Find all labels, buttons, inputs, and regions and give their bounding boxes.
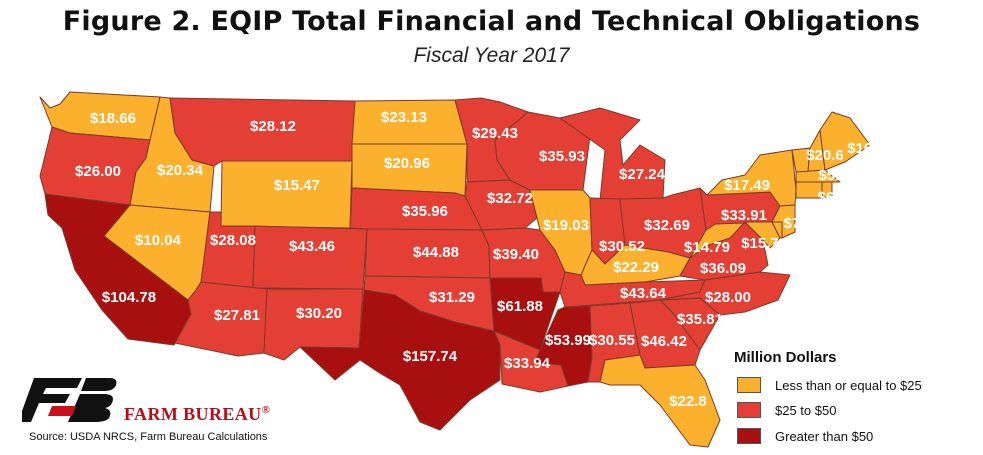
farm-bureau-fb-logo-icon xyxy=(22,378,117,422)
state-value-MN: $29.43 xyxy=(472,125,518,142)
state-FL xyxy=(599,354,721,448)
state-MA xyxy=(795,169,841,183)
legend-item-low: Less than or equal to $25 xyxy=(737,376,922,394)
legend-item-mid: $25 to $50 xyxy=(737,401,836,419)
state-value-NJ: $7. xyxy=(784,215,805,232)
legend-swatch-mid xyxy=(737,402,761,418)
legend-title: Million Dollars xyxy=(734,349,837,366)
state-value-MS: $53.99 xyxy=(545,332,591,349)
state-value-IA: $32.72 xyxy=(487,190,533,207)
state-value-IN: $30.52 xyxy=(599,238,645,255)
state-value-OK: $31.29 xyxy=(429,289,475,306)
state-value-MO: $39.40 xyxy=(493,246,539,263)
state-value-AZ: $27.81 xyxy=(214,307,260,324)
state-value-NV: $10.04 xyxy=(135,232,182,249)
state-value-WI: $35.93 xyxy=(539,148,585,165)
state-value-VA: $36.09 xyxy=(700,260,746,277)
state-MI xyxy=(559,107,666,201)
state-value-MI: $27.24 xyxy=(619,166,666,183)
state-value-TX: $157.74 xyxy=(403,348,458,365)
legend-item-high: Greater than $50 xyxy=(737,427,873,445)
state-RI xyxy=(821,181,833,199)
state-value-NY: $17.49 xyxy=(724,177,770,194)
state-NJ xyxy=(771,204,796,239)
state-value-NE: $35.96 xyxy=(402,203,448,220)
state-value-NC: $28.00 xyxy=(705,289,751,306)
state-value-UT: $28.08 xyxy=(210,232,256,249)
state-value-OR: $26.00 xyxy=(75,163,121,180)
state-value-FL: $22.8 xyxy=(669,393,707,410)
state-value-CA: $104.78 xyxy=(102,289,156,306)
state-value-MA: $5.7 xyxy=(818,167,847,184)
state-MD xyxy=(744,221,781,249)
legend-swatch-high xyxy=(737,428,761,444)
state-value-NM: $30.20 xyxy=(296,305,342,322)
state-value-KS: $44.88 xyxy=(413,244,459,261)
state-CA xyxy=(44,193,192,346)
state-value-ID: $20.34 xyxy=(157,162,204,179)
state-value-WY: $15.47 xyxy=(274,177,320,194)
legend-label-high: Greater than $50 xyxy=(775,428,874,444)
state-value-ME: $16.3 xyxy=(847,140,885,157)
state-value-OH: $32.69 xyxy=(644,217,690,234)
state-value-MD: $15.7 xyxy=(741,235,779,252)
brand-registered-mark: ® xyxy=(261,404,271,416)
farm-bureau-brand: FARM BUREAU® xyxy=(124,404,270,425)
legend-swatch-low xyxy=(737,377,761,393)
state-value-VT: $20.6 xyxy=(806,147,844,164)
state-value-CT: $6.1 xyxy=(817,189,846,206)
state-value-CO: $43.46 xyxy=(289,238,335,255)
source-note: Source: USDA NRCS, Farm Bureau Calculati… xyxy=(29,431,268,443)
brand-name: FARM BUREAU xyxy=(124,404,262,424)
legend-label-low: Less than or equal to $25 xyxy=(775,377,922,393)
map-subtitle: Fiscal Year 2017 xyxy=(413,44,570,67)
state-value-WA: $18.66 xyxy=(90,110,136,127)
state-CO xyxy=(252,225,368,290)
state-value-LA: $33.94 xyxy=(504,355,551,372)
state-value-SD: $20.96 xyxy=(384,155,430,172)
state-value-IL: $19.03 xyxy=(543,217,589,234)
state-value-KY: $22.29 xyxy=(613,259,659,276)
state-value-AL: $30.55 xyxy=(589,332,635,349)
state-value-ND: $23.13 xyxy=(381,109,427,126)
state-value-AR: $61.88 xyxy=(497,298,543,315)
state-value-TN: $43.64 xyxy=(620,285,667,302)
state-TX xyxy=(299,289,501,431)
state-value-SC: $35.81 xyxy=(677,311,723,328)
state-value-PA: $33.91 xyxy=(721,207,767,224)
state-value-MT: $28.12 xyxy=(250,118,296,135)
state-NY xyxy=(706,149,797,207)
legend-label-mid: $25 to $50 xyxy=(775,402,837,418)
state-WY xyxy=(220,160,353,229)
map-title: Figure 2. EQIP Total Financial and Techn… xyxy=(62,6,921,37)
state-value-WV: $14.79 xyxy=(684,239,730,256)
state-value-GA: $46.42 xyxy=(641,333,687,350)
